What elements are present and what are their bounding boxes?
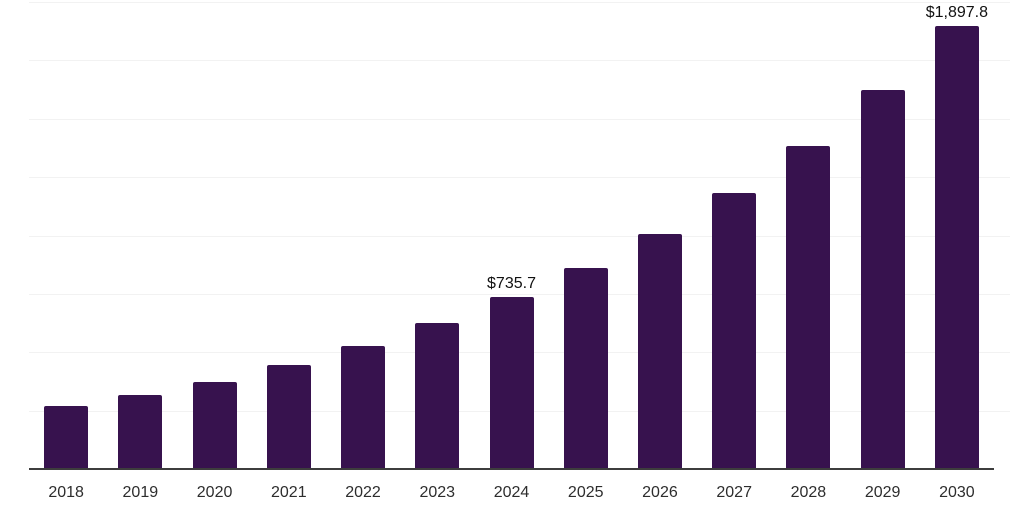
value-label-2030: $1,897.8 [925,3,989,21]
x-tick-label-2024: 2024 [493,484,530,501]
x-tick-label-2025: 2025 [567,484,604,501]
bar-2028 [786,145,831,469]
bar-2019 [118,394,163,469]
gridline-1750 [29,60,1010,62]
x-tick-label-2027: 2027 [716,484,752,501]
value-label-2024: $735.7 [487,275,536,293]
bar-2027 [712,193,757,469]
bar-2018 [44,405,89,469]
gridline-750 [29,293,1010,295]
x-tick-label-2028: 2028 [790,484,827,501]
bar-2023 [415,323,460,469]
x-tick-label-2030: 2030 [939,484,975,501]
bar-2030 [934,25,979,469]
bar-2024 [489,297,534,469]
bar-2025 [563,268,608,469]
x-tick-label-2029: 2029 [864,484,901,501]
gridline-1500 [29,118,1010,120]
bar-2021 [266,365,311,469]
gridline-2000 [29,2,1010,3]
bar-2022 [341,345,386,469]
gridline-1000 [29,235,1010,237]
x-tick-label-2022: 2022 [345,484,381,501]
x-tick-label-2020: 2020 [196,484,233,501]
bar-2029 [860,90,905,469]
x-axis-line [29,468,994,470]
x-tick-label-2021: 2021 [271,484,307,501]
x-tick-label-2023: 2023 [419,484,456,501]
gridline-1250 [29,177,1010,179]
bar-2020 [192,381,237,469]
x-tick-label-2018: 2018 [48,484,84,501]
x-tick-label-2026: 2026 [642,484,678,501]
x-tick-label-2019: 2019 [122,484,159,501]
bar-2026 [637,234,682,469]
